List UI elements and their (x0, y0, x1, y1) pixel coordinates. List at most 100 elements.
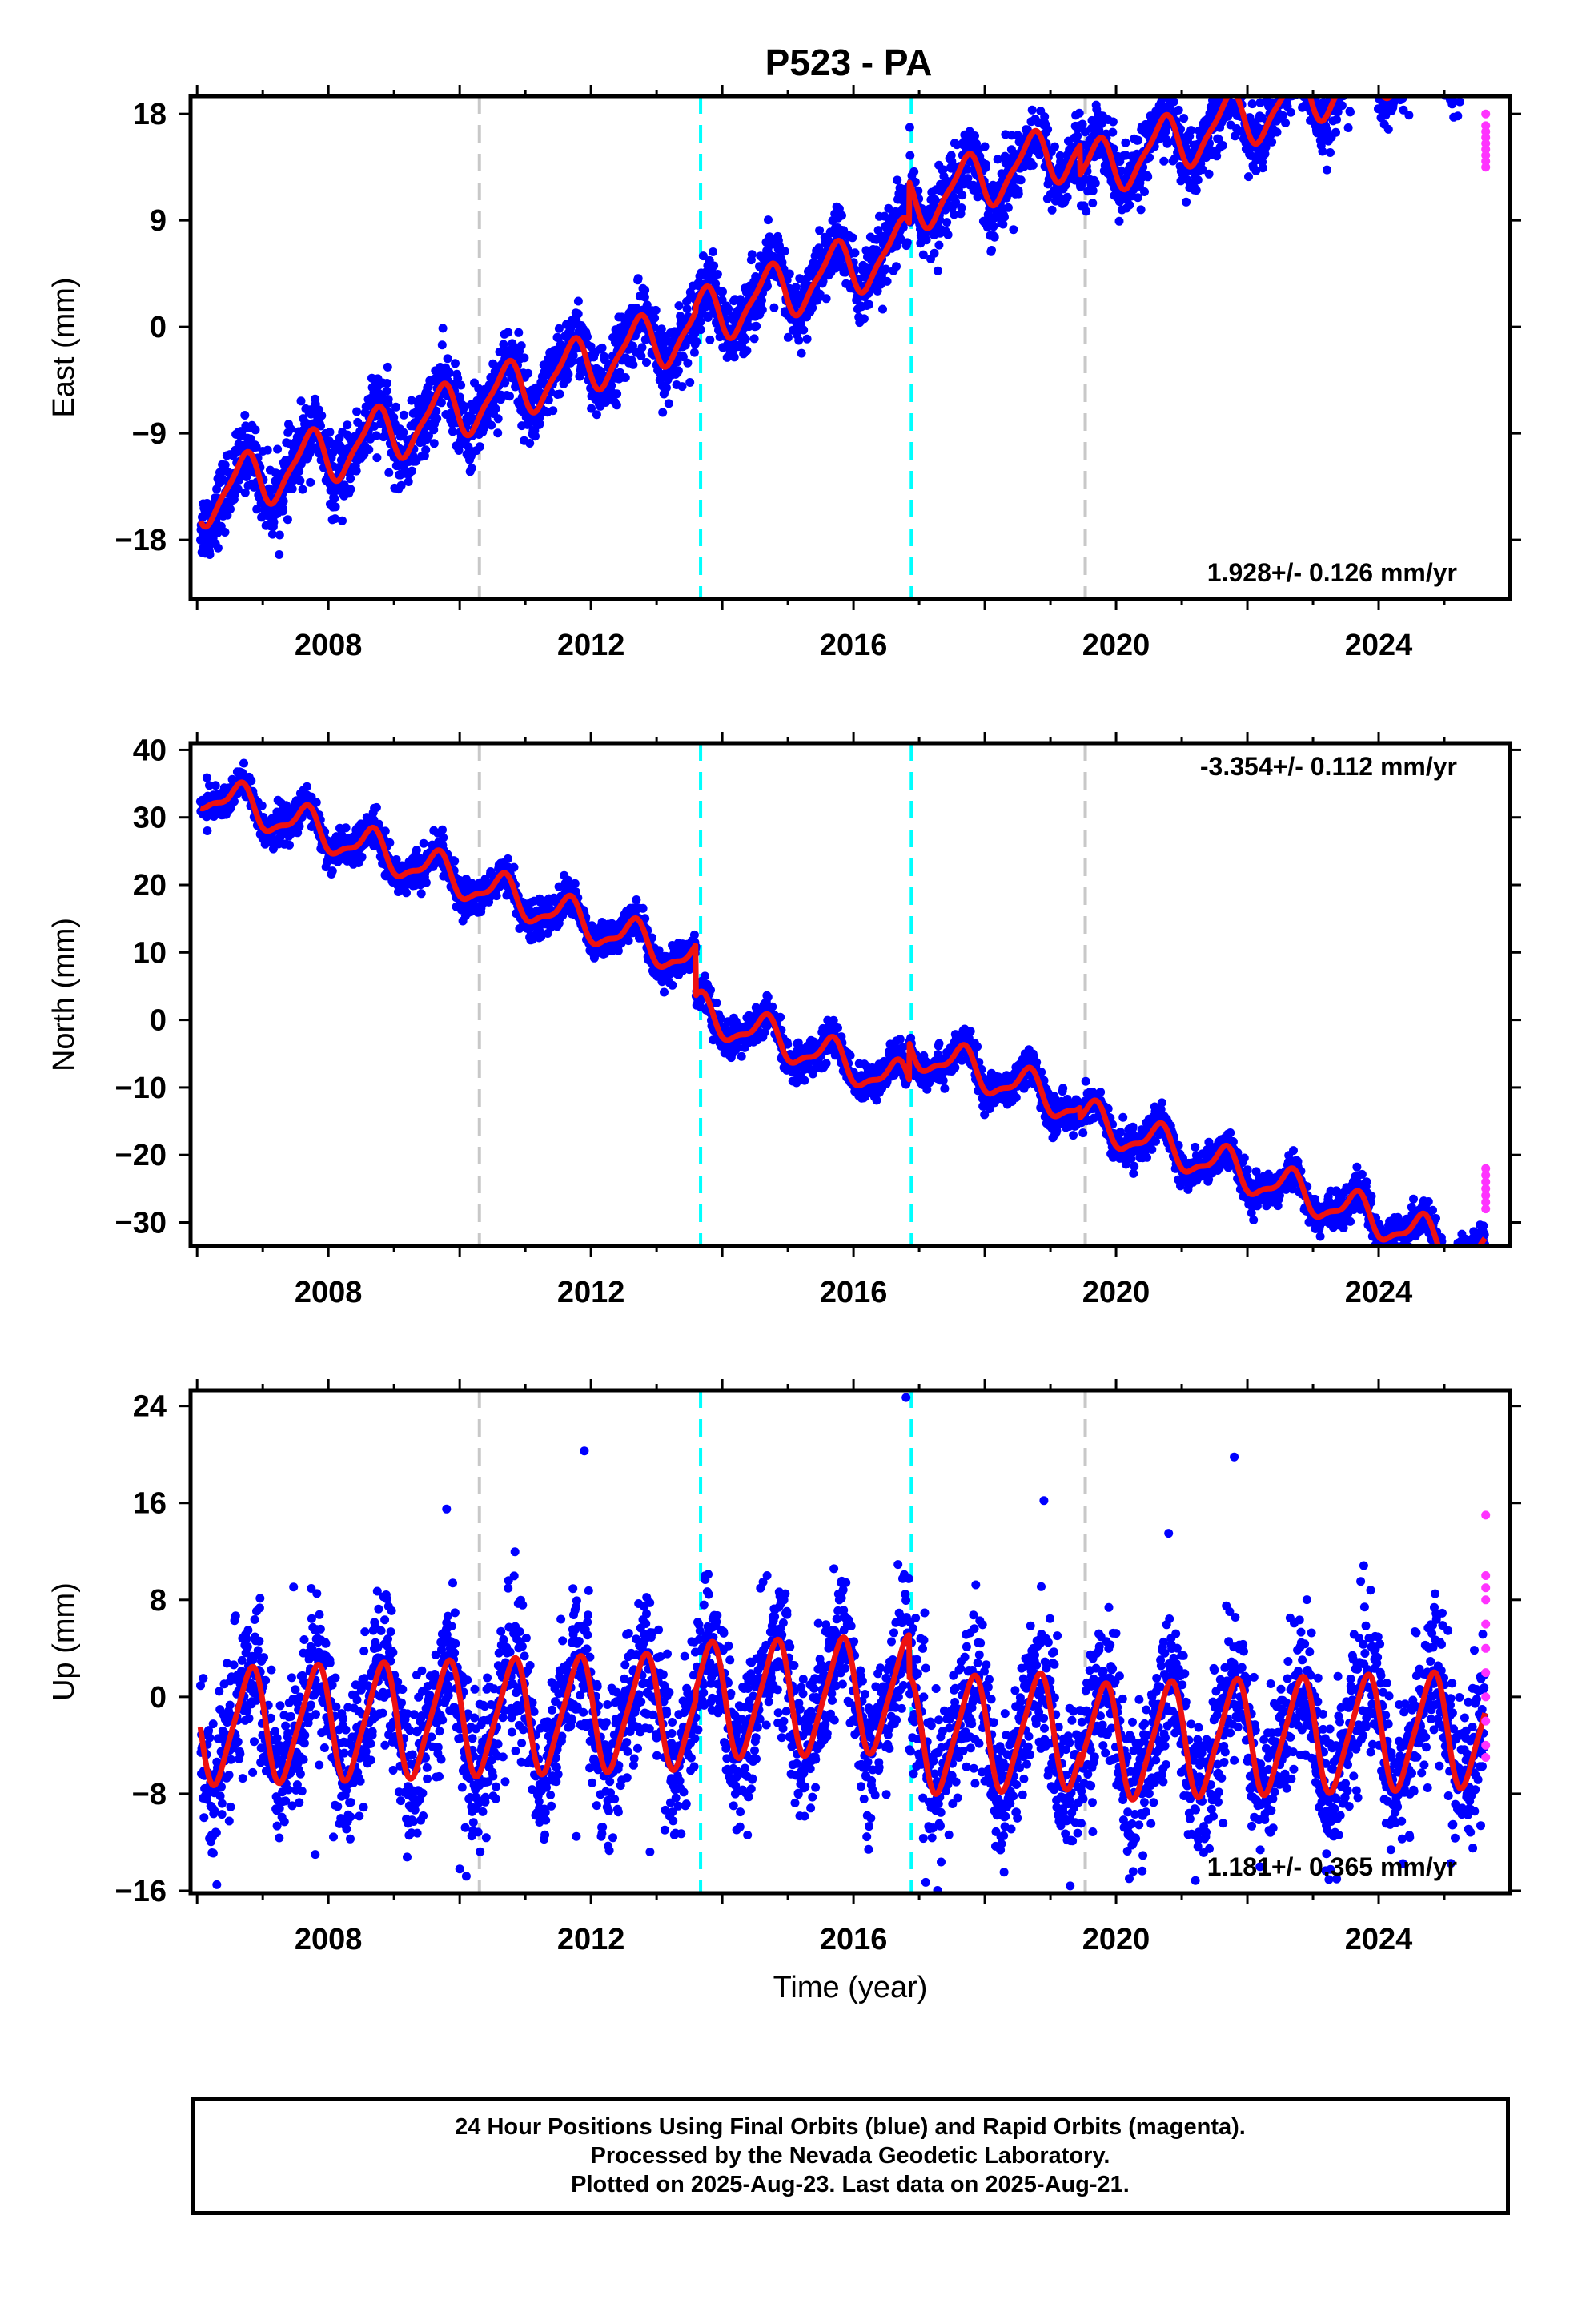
final-point (1461, 62, 1470, 70)
final-point (1347, 57, 1356, 66)
final-point (1384, 62, 1393, 70)
final-point (1453, 73, 1462, 82)
final-point (1279, 84, 1288, 93)
final-point (1415, 49, 1423, 58)
final-point (1282, 54, 1291, 62)
final-point (295, 476, 305, 485)
final-point (1303, 79, 1311, 88)
final-point (1014, 189, 1023, 199)
final-point (1439, 50, 1448, 59)
final-point (456, 380, 466, 390)
x-tick-label: 2008 (295, 629, 363, 662)
final-point (391, 402, 400, 412)
final-point (1395, 54, 1403, 62)
final-point (1354, 51, 1363, 60)
final-point (1355, 69, 1364, 78)
final-point (1368, 64, 1377, 73)
final-point (1476, 47, 1484, 56)
final-point (1247, 99, 1257, 109)
final-point (1364, 51, 1373, 60)
final-point (1000, 212, 1009, 222)
final-point (1339, 77, 1347, 86)
final-point (1432, 10, 1441, 18)
rapid-point (1481, 109, 1491, 119)
final-point (383, 379, 391, 388)
final-point (1430, 0, 1439, 8)
final-point (1437, 56, 1446, 65)
final-point (1376, 82, 1385, 91)
final-point (1108, 117, 1118, 127)
final-point (1366, 70, 1375, 78)
final-point (1351, 40, 1360, 49)
final-point (1284, 70, 1293, 79)
final-point (1299, 63, 1307, 72)
final-point (1282, 51, 1291, 60)
final-point (1236, 82, 1245, 91)
final-point (1286, 70, 1295, 78)
final-point (1351, 59, 1359, 68)
final-point (1224, 58, 1233, 67)
final-point (1337, 82, 1346, 90)
final-point (1276, 80, 1285, 89)
final-point (357, 852, 367, 862)
final-point (1299, 68, 1307, 77)
y-tick-label: −18 (115, 524, 167, 557)
final-point (1375, 70, 1384, 79)
final-point (1295, 71, 1304, 80)
final-point (1193, 175, 1203, 185)
final-point (1343, 86, 1352, 94)
final-point (1323, 165, 1331, 175)
final-point (1357, 66, 1366, 74)
final-point (633, 274, 643, 283)
final-point (1238, 66, 1247, 75)
final-point (1121, 138, 1130, 147)
final-point (346, 474, 355, 484)
final-point (220, 460, 230, 470)
final-point (1332, 115, 1341, 124)
final-point (1419, 24, 1428, 33)
final-point (1212, 151, 1222, 161)
final-point (1290, 74, 1299, 83)
final-point (1351, 40, 1360, 49)
final-point (1179, 114, 1189, 123)
final-point (1455, 37, 1464, 46)
final-point (1343, 123, 1353, 132)
final-point (1411, 71, 1420, 80)
final-point (438, 324, 448, 333)
final-point (1363, 60, 1372, 69)
final-point (475, 442, 484, 452)
final-point (346, 485, 355, 494)
final-point (399, 428, 408, 437)
final-point (1291, 29, 1300, 38)
y-axis-label: East (mm) (47, 277, 81, 417)
final-point (279, 506, 288, 516)
final-point (1270, 66, 1279, 74)
final-point (1276, 84, 1285, 93)
final-point (651, 305, 661, 315)
final-point (1374, 53, 1383, 62)
final-point (1474, 15, 1483, 24)
final-point (1460, 72, 1468, 81)
final-point (1288, 30, 1297, 39)
final-point (1227, 77, 1236, 86)
final-point (1228, 82, 1237, 91)
final-point (1363, 34, 1372, 42)
final-point (1473, 37, 1482, 46)
final-point (437, 340, 447, 350)
final-point (1480, 14, 1488, 23)
final-point (799, 325, 809, 335)
final-point (1225, 78, 1234, 87)
final-point (642, 358, 651, 367)
final-point (1088, 199, 1098, 208)
final-point (1361, 0, 1370, 7)
x-tick-label: 2024 (1345, 629, 1413, 662)
final-point (493, 428, 503, 438)
final-point (1355, 34, 1364, 42)
final-point (1365, 55, 1374, 64)
final-point (1461, 12, 1470, 21)
final-point (372, 453, 382, 463)
final-point (612, 389, 622, 399)
final-point (1379, 81, 1387, 90)
final-point (1367, 58, 1375, 66)
final-point (1440, 62, 1449, 71)
